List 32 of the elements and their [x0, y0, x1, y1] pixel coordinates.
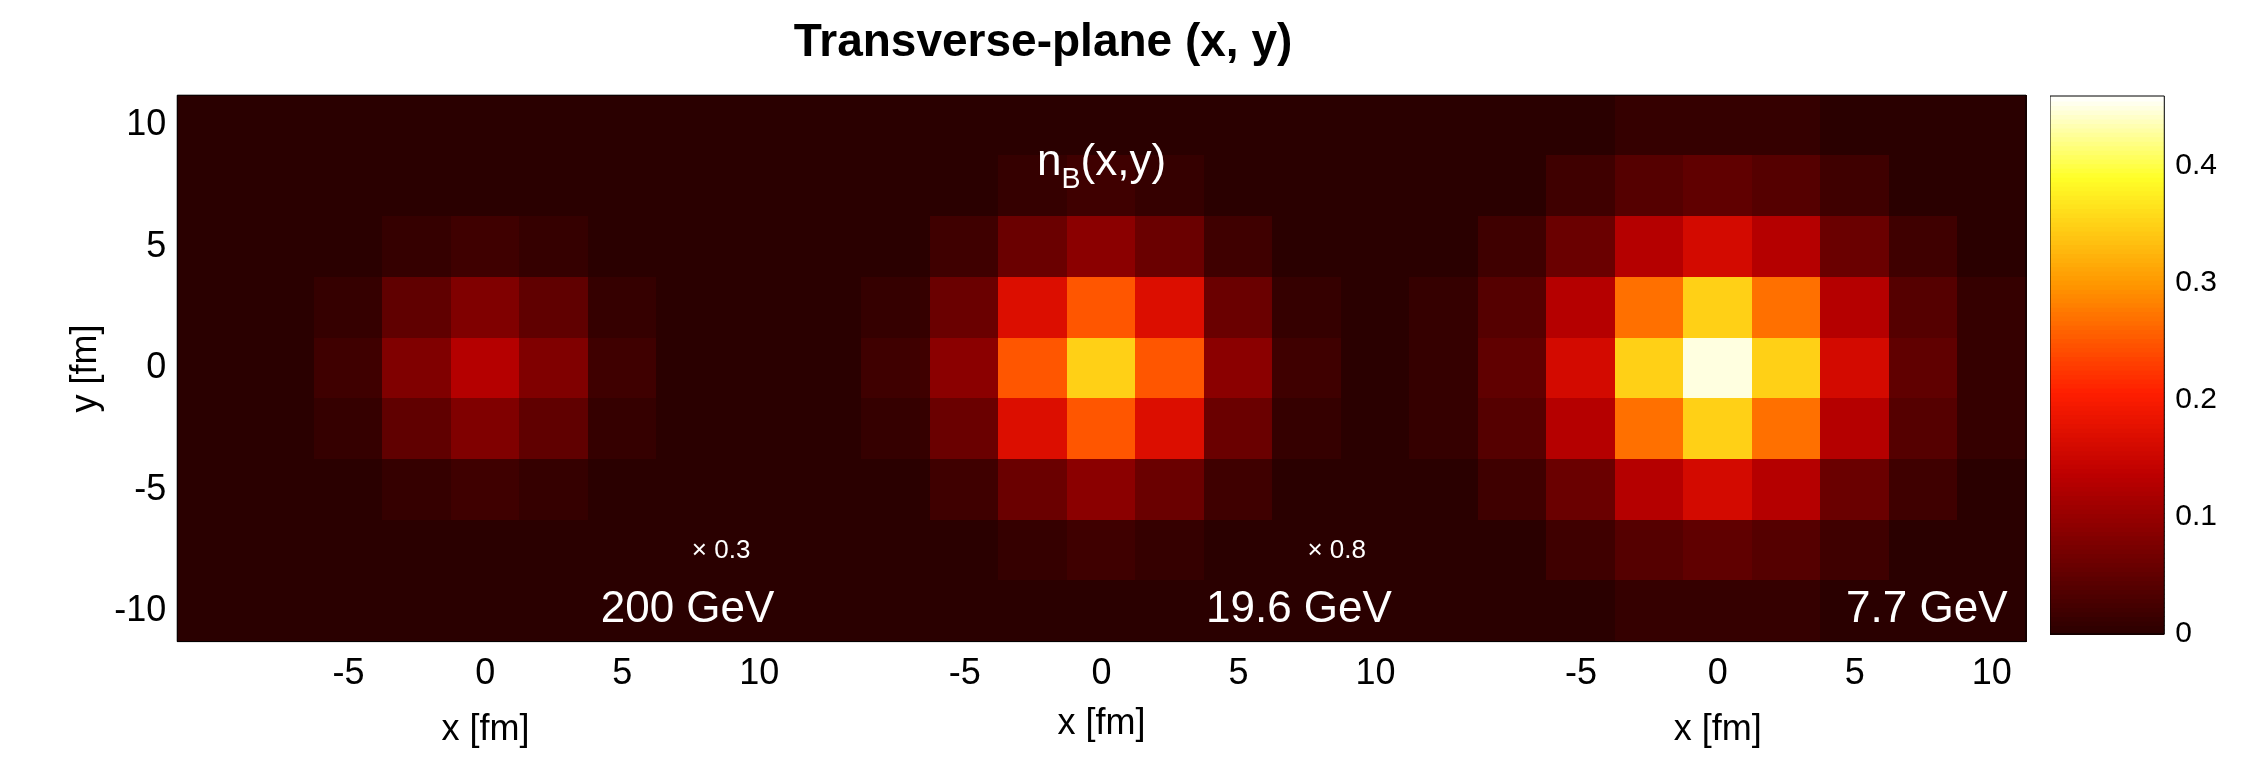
color-bar-label: 0 [2175, 615, 2192, 649]
y-tick-label: 0 [146, 345, 167, 387]
text: x [fm] [441, 707, 530, 748]
color-bar-label: 0.1 [2175, 498, 2218, 532]
annotation: × 0.8 [1307, 533, 1366, 564]
x-tick-label: 10 [1971, 651, 2012, 693]
text: x [fm] [1673, 707, 1762, 748]
y-tick-label: -5 [134, 466, 167, 508]
chart-title: Transverse-plane (x, y) [793, 14, 1293, 67]
y-tick-label: 10 [126, 102, 167, 144]
annotation: 19.6 GeV [1205, 581, 1393, 631]
x-tick-label: 0 [1091, 651, 1112, 693]
x-tick-label: 5 [612, 651, 633, 693]
y-axis-title: y [fm] [62, 324, 104, 413]
color-bar-label: 0.4 [2175, 147, 2218, 181]
y-tick-label: 5 [146, 223, 167, 265]
x-tick-label: -5 [1564, 651, 1597, 693]
x-tick-label: 10 [739, 651, 780, 693]
x-tick-label: 0 [1707, 651, 1728, 693]
annotation: × 0.3 [691, 533, 751, 564]
x-axis-title: x [fm] [1057, 701, 1146, 743]
annotation: 7.7 GeV [1846, 581, 2009, 631]
annotation: 200 GeV [600, 581, 776, 631]
x-tick-label: -5 [948, 651, 981, 693]
x-tick-label: 5 [1228, 651, 1249, 693]
x-tick-label: 5 [1844, 651, 1865, 693]
x-tick-label: 0 [475, 651, 496, 693]
x-tick-label: -5 [332, 651, 365, 693]
color-bar-label: 0.3 [2175, 264, 2218, 298]
x-tick-label: 10 [1355, 651, 1396, 693]
y-tick-label: -10 [114, 588, 167, 630]
color-bar-label: 0.2 [2175, 381, 2218, 415]
